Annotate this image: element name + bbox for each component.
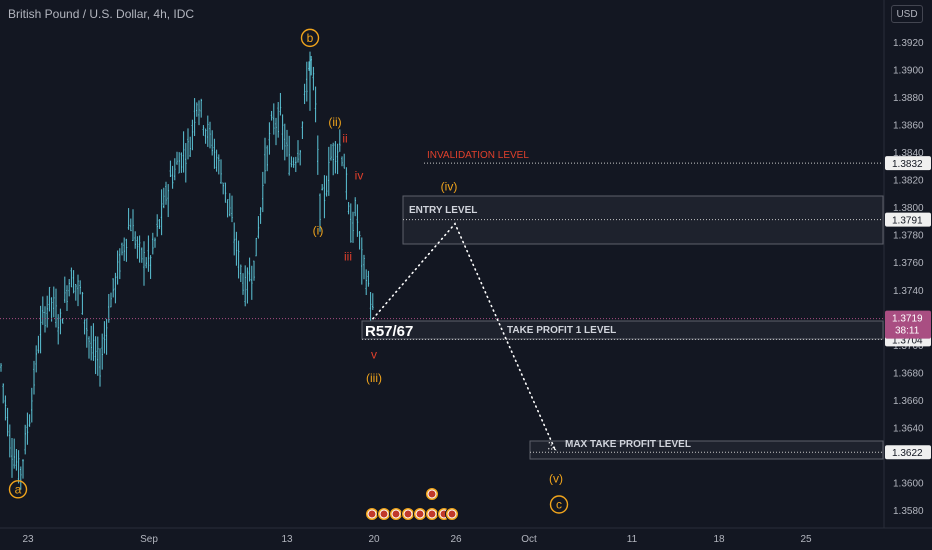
wave-label: iii [344, 250, 352, 264]
wave-label: v [371, 347, 377, 361]
countdown-tag: 38:11 [895, 326, 920, 337]
wave-label: b [307, 31, 314, 45]
wave-label: (iv) [441, 180, 458, 194]
max-take-profit-zone [529, 440, 884, 460]
wave-label: c [556, 497, 562, 511]
price-tick-label: 1.3800 [893, 203, 924, 214]
economic-event-flag-icon [367, 509, 377, 519]
take-profit-1-label: TAKE PROFIT 1 LEVEL [507, 325, 616, 336]
price-tick-label: 1.3920 [893, 38, 924, 49]
max-take-profit-price-tag-bg [885, 445, 931, 460]
projection-path [372, 222, 556, 451]
wave-label: (i) [313, 224, 324, 238]
wave-circle [300, 28, 320, 48]
price-tick-label: 1.3860 [893, 121, 924, 132]
time-tick-label: 25 [800, 534, 812, 545]
economic-event-flag-icon [391, 509, 401, 519]
price-tick-label: 1.3780 [893, 231, 924, 242]
time-tick-label: 23 [22, 534, 34, 545]
wave-label: (v) [549, 471, 563, 485]
symbol-title: British Pound / U.S. Dollar, 4h, IDC [8, 7, 195, 21]
invalidation-label: INVALIDATION LEVEL [427, 150, 529, 161]
time-tick-label: Oct [521, 534, 537, 545]
invalidation-price-tag: 1.3832 [892, 159, 923, 170]
price-tick-label: 1.3680 [893, 368, 924, 379]
price-tick-label: 1.3740 [893, 286, 924, 297]
max-take-profit-price-tag: 1.3622 [892, 448, 923, 459]
price-tick-label: 1.3820 [893, 176, 924, 187]
entry-label: ENTRY LEVEL [409, 205, 477, 216]
price-tick-label: 1.3640 [893, 423, 924, 434]
price-tick-label: 1.3900 [893, 66, 924, 77]
current-price-tag: 1.3719 [892, 314, 923, 325]
wave-label: iv [355, 169, 364, 183]
time-tick-label: 20 [368, 534, 380, 545]
price-tick-label: 1.3760 [893, 258, 924, 269]
economic-event-flag-icon [415, 509, 425, 519]
wave-label: ii [342, 131, 347, 145]
current-price-tag-bg [885, 310, 931, 339]
price-tick-label: 1.3840 [893, 148, 924, 159]
entry-price-tag: 1.3791 [892, 216, 923, 227]
projection-arrowhead [546, 441, 557, 451]
entry-price-tag-bg [885, 212, 931, 227]
wave-label: (iii) [366, 371, 382, 385]
price-tick-label: 1.3880 [893, 93, 924, 104]
economic-event-flag-icon [403, 509, 413, 519]
time-tick-label: 26 [450, 534, 462, 545]
time-tick-label: 18 [713, 534, 725, 545]
time-tick-label: 11 [627, 534, 638, 545]
wave-circle [549, 495, 569, 514]
currency-button[interactable]: USD [891, 5, 923, 23]
economic-event-flag-icon [379, 509, 389, 519]
invalidation-price-tag-bg [885, 156, 931, 171]
price-tick-label: 1.3580 [893, 506, 924, 517]
price-tick-label: 1.3600 [893, 478, 924, 489]
economic-event-flag-icon [427, 489, 437, 499]
wave-label: a [15, 482, 22, 496]
economic-event-flag-icon [427, 509, 437, 519]
take-profit-1-zone [361, 320, 884, 340]
wave-circle [8, 480, 28, 499]
price-tick-label: 1.3700 [893, 341, 924, 352]
time-tick-label: Sep [140, 534, 158, 545]
economic-event-flag-icon [447, 509, 457, 519]
time-tick-label: 13 [281, 534, 293, 545]
wave-label: (ii) [328, 115, 341, 129]
max-take-profit-label: MAX TAKE PROFIT LEVEL [565, 439, 691, 450]
take-profit-1-price-tag: 1.3704 [892, 335, 923, 346]
annotation-label: R57/67 [365, 323, 413, 340]
price-tick-label: 1.3660 [893, 396, 924, 407]
